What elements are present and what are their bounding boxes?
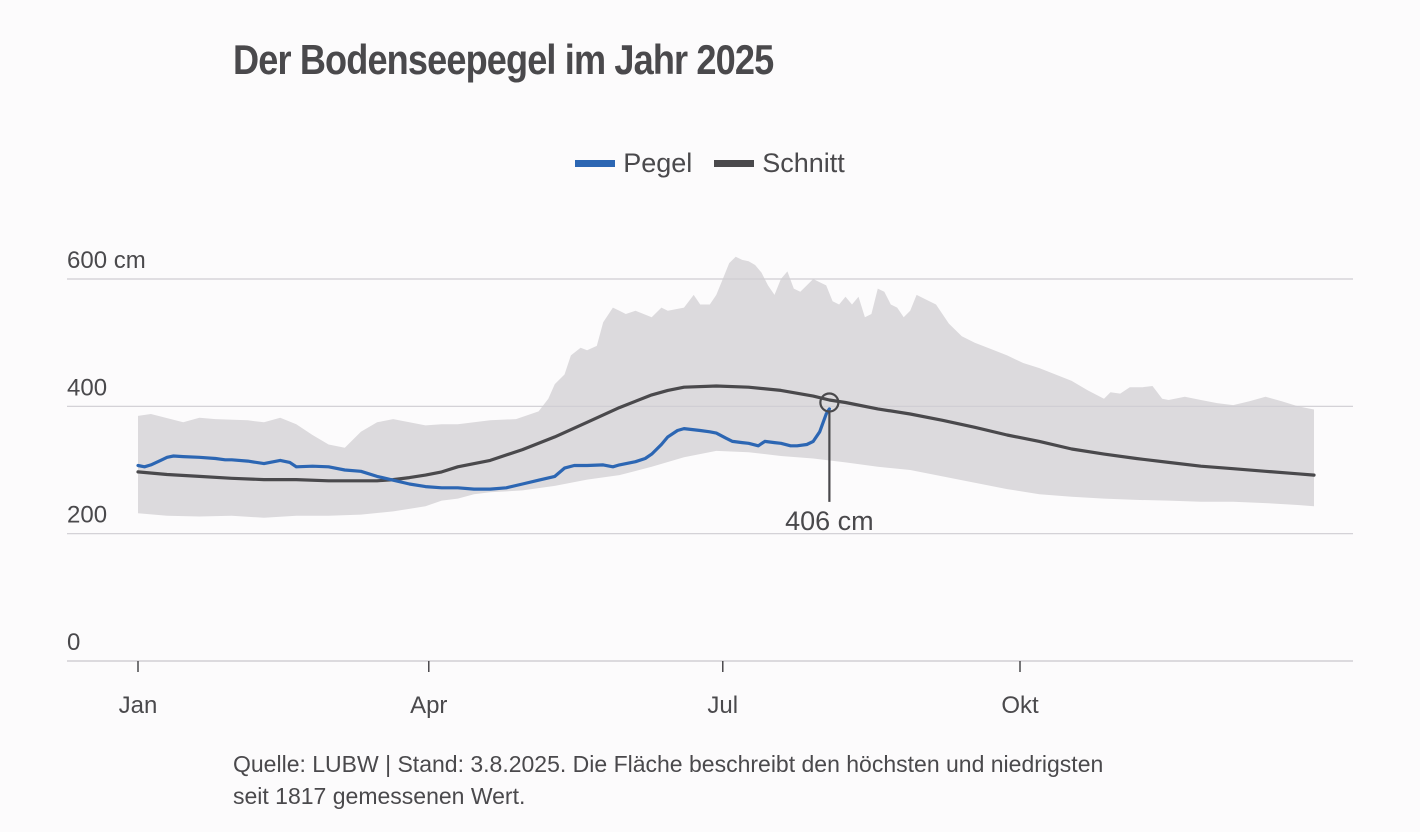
legend-swatch-pegel [575,160,616,167]
x-tick-label-jul: Jul [707,692,738,719]
legend-item-pegel: Pegel [575,148,692,179]
legend-item-schnitt: Schnitt [714,148,845,179]
annotation-label: 406 cm [785,506,874,536]
source-note: Quelle: LUBW | Stand: 3.8.2025. Die Fläc… [233,751,1104,809]
y-tick-label-600: 600 cm [67,247,146,274]
chart-title: Der Bodenseepegel im Jahr 2025 [233,36,774,83]
legend-label-pegel: Pegel [623,148,693,178]
series-line-schnitt [136,384,1316,483]
x-tick-label-apr: Apr [410,692,447,719]
y-tick-label-400: 400 [67,374,107,401]
legend: Pegel Schnitt [0,148,1420,179]
x-tick-label-okt: Okt [1001,692,1039,719]
chart-canvas: 600 cm 400 200 0 Jan Apr Jul Okt 406 cm [67,247,1353,719]
y-tick-label-0: 0 [67,629,80,656]
y-tick-label-200: 200 [67,502,107,529]
legend-label-schnitt: Schnitt [762,148,845,178]
annotation-marker [819,392,840,413]
series-line-pegel [136,407,831,491]
legend-swatch-schnitt [714,160,755,167]
x-tick-label-jan: Jan [119,692,158,719]
